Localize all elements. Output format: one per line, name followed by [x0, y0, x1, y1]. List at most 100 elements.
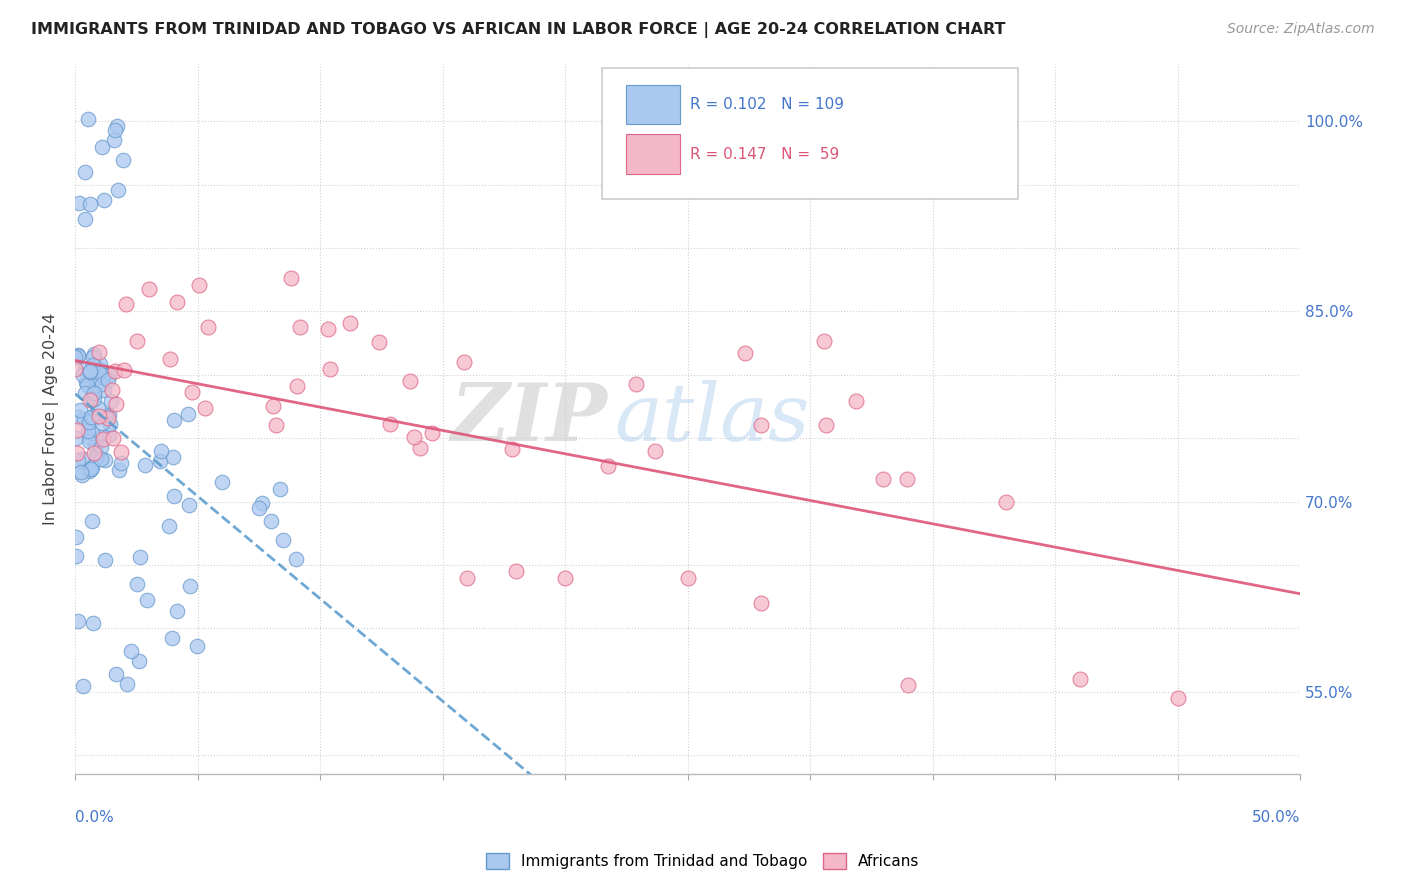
Point	[69, 465, 91, 479]
Point	[136, 593, 159, 607]
Point	[749, 596, 772, 610]
Point	[186, 639, 208, 653]
Text: IMMIGRANTS FROM TRINIDAD AND TOBAGO VS AFRICAN IN LABOR FORCE | AGE 20-24 CORREL: IMMIGRANTS FROM TRINIDAD AND TOBAGO VS A…	[31, 22, 1005, 38]
Point	[378, 417, 401, 432]
Point	[163, 489, 186, 503]
Point	[368, 335, 391, 350]
Point	[80, 393, 103, 408]
Point	[82, 384, 104, 398]
Point	[453, 355, 475, 369]
Point	[247, 500, 270, 515]
Point	[100, 394, 122, 409]
Text: 0.0%: 0.0%	[75, 810, 114, 824]
Point	[77, 464, 100, 478]
Point	[1069, 672, 1091, 686]
Point	[676, 571, 699, 585]
Point	[120, 644, 142, 658]
Point	[84, 371, 107, 385]
Point	[107, 119, 129, 133]
Point	[505, 564, 527, 578]
Point	[65, 431, 87, 445]
Point	[316, 322, 339, 336]
Point	[77, 434, 100, 448]
Point	[77, 430, 100, 444]
FancyBboxPatch shape	[602, 68, 1018, 199]
Point	[65, 362, 87, 376]
Point	[90, 440, 112, 454]
Point	[89, 409, 111, 424]
Text: 50.0%: 50.0%	[1251, 810, 1301, 824]
Point	[91, 368, 114, 383]
Point	[157, 519, 180, 533]
Point	[83, 410, 105, 425]
Point	[80, 425, 103, 440]
Point	[896, 472, 918, 486]
Point	[319, 362, 342, 376]
Point	[80, 462, 103, 476]
Point	[72, 679, 94, 693]
Point	[66, 446, 89, 460]
Point	[66, 423, 89, 437]
Point	[93, 193, 115, 207]
Point	[72, 412, 94, 426]
Point	[66, 348, 89, 362]
Point	[75, 385, 97, 400]
FancyBboxPatch shape	[626, 135, 681, 174]
Point	[626, 377, 648, 392]
Point	[159, 351, 181, 366]
Point	[77, 424, 100, 438]
Point	[93, 452, 115, 467]
Point	[65, 549, 87, 563]
Point	[166, 294, 188, 309]
Point	[399, 374, 422, 388]
Point	[110, 445, 132, 459]
Point	[111, 153, 134, 167]
Point	[89, 366, 111, 380]
Point	[98, 417, 121, 431]
Point	[128, 654, 150, 668]
Point	[107, 183, 129, 197]
Point	[79, 365, 101, 379]
Point	[90, 376, 112, 391]
Point	[87, 345, 110, 359]
Text: R = 0.102   N = 109: R = 0.102 N = 109	[690, 97, 844, 112]
Point	[90, 452, 112, 467]
Point	[995, 494, 1018, 508]
Point	[90, 430, 112, 444]
Point	[402, 430, 425, 444]
Point	[872, 472, 894, 486]
Point	[180, 384, 202, 399]
Legend: Immigrants from Trinidad and Tobago, Africans: Immigrants from Trinidad and Tobago, Afr…	[481, 847, 925, 875]
Point	[734, 345, 756, 359]
Point	[815, 417, 838, 432]
Point	[66, 410, 89, 425]
Point	[103, 133, 125, 147]
Point	[288, 320, 311, 334]
Point	[129, 549, 152, 564]
Point	[82, 350, 104, 364]
Point	[75, 165, 97, 179]
Point	[91, 370, 114, 384]
Point	[162, 450, 184, 464]
Point	[82, 615, 104, 630]
Point	[65, 530, 87, 544]
Text: R = 0.147   N =  59: R = 0.147 N = 59	[690, 147, 839, 161]
Point	[89, 362, 111, 376]
Text: atlas: atlas	[614, 380, 810, 458]
Point	[83, 445, 105, 459]
Point	[67, 453, 90, 467]
Point	[77, 112, 100, 126]
Point	[260, 514, 283, 528]
Point	[108, 463, 131, 477]
Point	[264, 417, 287, 432]
Point	[269, 482, 291, 496]
Point	[104, 123, 127, 137]
Point	[134, 458, 156, 472]
Point	[197, 319, 219, 334]
Point	[554, 571, 576, 585]
Point	[83, 392, 105, 406]
Point	[409, 442, 432, 456]
Point	[79, 410, 101, 425]
Point	[97, 373, 120, 387]
Point	[75, 375, 97, 389]
